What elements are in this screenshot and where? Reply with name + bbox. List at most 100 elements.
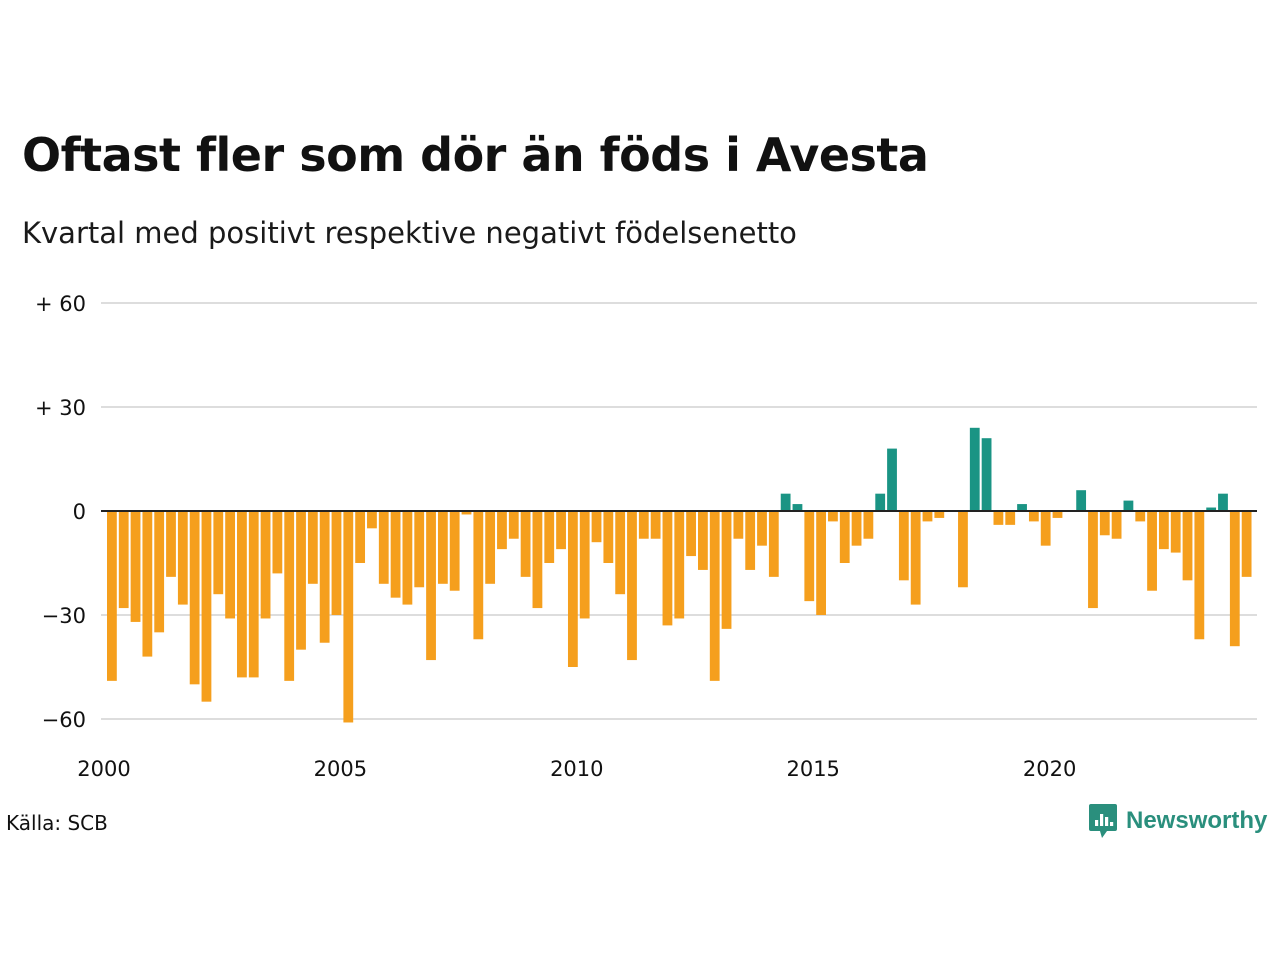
bar <box>414 511 425 588</box>
bar <box>426 511 436 661</box>
bar <box>177 511 188 605</box>
chart-title: Oftast fler som dör än föds i Avesta <box>22 128 929 182</box>
bar <box>579 511 590 619</box>
bar <box>1123 500 1134 511</box>
bar <box>248 511 259 678</box>
bar <box>780 493 791 511</box>
bar <box>792 504 803 511</box>
bar <box>485 511 496 584</box>
bar-chart: + 60 + 30 0 −30 −60 2000 2005 2010 2015 2020 <box>35 292 1257 781</box>
bar <box>1099 511 1110 536</box>
newsworthy-logo-icon <box>1089 804 1117 838</box>
bar <box>1241 511 1252 577</box>
bar <box>260 511 271 619</box>
bar <box>343 511 354 723</box>
bar <box>319 511 330 643</box>
bar <box>1158 511 1169 550</box>
bar <box>969 427 980 511</box>
bar <box>1076 490 1087 511</box>
bar <box>497 511 507 550</box>
y-tick-label: + 60 <box>35 292 86 316</box>
x-tick-label: 2005 <box>314 757 367 781</box>
bar <box>1206 507 1217 511</box>
bar <box>958 511 968 588</box>
bar <box>1194 511 1205 640</box>
bar <box>1017 504 1027 511</box>
bar <box>390 511 401 598</box>
bar <box>733 511 744 539</box>
bar <box>1040 511 1051 546</box>
bar <box>307 511 318 584</box>
bar <box>863 511 874 539</box>
bar <box>1088 511 1098 609</box>
x-tick-label: 2000 <box>77 757 130 781</box>
bar <box>993 511 1004 525</box>
newsworthy-logo: Newsworthy <box>1088 803 1267 839</box>
bar <box>662 511 673 626</box>
bar <box>804 511 815 602</box>
chart-subtitle: Kvartal med positivt respektive negativt… <box>22 216 797 250</box>
bar <box>201 511 212 702</box>
bar <box>898 511 909 581</box>
bar <box>331 511 342 615</box>
bar <box>154 511 165 633</box>
bar <box>627 511 637 661</box>
bar <box>520 511 531 577</box>
bar <box>1147 511 1157 591</box>
bar <box>1182 511 1193 581</box>
bar <box>674 511 685 619</box>
bar <box>721 511 732 629</box>
bar <box>698 511 708 570</box>
bar <box>615 511 626 595</box>
bar <box>851 511 862 546</box>
bar <box>768 511 779 577</box>
bar <box>650 511 661 539</box>
bar <box>508 511 519 539</box>
brand-name: Newsworthy <box>1126 807 1268 834</box>
bar <box>1229 511 1240 647</box>
bar <box>449 511 460 591</box>
bar <box>567 511 578 667</box>
bar <box>1218 493 1228 511</box>
bar <box>532 511 543 609</box>
bar <box>709 511 720 681</box>
y-tick-label: + 30 <box>35 396 86 420</box>
bar <box>213 511 224 595</box>
bar <box>378 511 389 584</box>
bar <box>461 511 472 515</box>
bar <box>402 511 413 605</box>
bar <box>544 511 555 563</box>
bar <box>828 511 838 522</box>
bar <box>284 511 295 681</box>
x-tick-label: 2020 <box>1023 757 1076 781</box>
bar <box>745 511 756 570</box>
bar <box>875 493 886 511</box>
bar <box>839 511 850 563</box>
bar <box>922 511 933 522</box>
bar <box>556 511 566 550</box>
bar <box>107 511 117 681</box>
bar <box>1005 511 1016 525</box>
bar <box>437 511 448 584</box>
bar <box>237 511 247 678</box>
bar <box>130 511 141 622</box>
bar <box>473 511 484 640</box>
bar <box>355 511 366 563</box>
bar <box>816 511 826 615</box>
bar <box>1052 511 1063 518</box>
bar <box>1170 511 1181 553</box>
bar <box>189 511 200 685</box>
x-tick-label: 2010 <box>550 757 603 781</box>
y-tick-label: −60 <box>42 708 86 732</box>
y-tick-label: 0 <box>73 500 86 524</box>
x-tick-label: 2015 <box>786 757 839 781</box>
bar <box>910 511 921 605</box>
bar <box>757 511 767 546</box>
bar <box>1111 511 1122 539</box>
bar <box>166 511 176 577</box>
bar <box>1135 511 1146 522</box>
source-note: Källa: SCB <box>6 811 108 835</box>
bar <box>1028 511 1039 522</box>
bar <box>367 511 377 529</box>
bar <box>142 511 153 657</box>
